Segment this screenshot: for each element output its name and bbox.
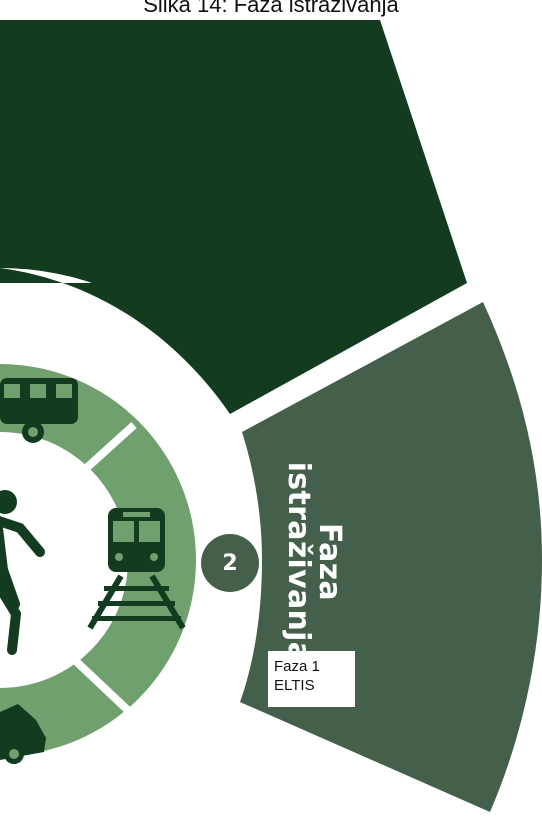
inner-hub — [0, 432, 128, 688]
person-walking-icon — [0, 490, 45, 655]
car-icon — [0, 704, 46, 764]
phase-note-line1: Faza 1 — [274, 658, 320, 675]
figure-caption: Slika 14: Faza istraživanja — [143, 0, 399, 17]
phase-note-box: Faza 1 ELTIS — [268, 651, 355, 707]
step-number-badge: 2 — [201, 534, 259, 592]
bus-icon — [0, 378, 78, 443]
ring-separator-bottom — [59, 645, 137, 719]
train-icon — [87, 508, 186, 630]
research-phase-label-line1: Faza — [312, 523, 348, 601]
research-phase-label-line2: istraživanja — [281, 461, 316, 663]
ring-separator-top — [57, 422, 137, 495]
research-phase-label: Faza istraživanja — [254, 461, 374, 663]
phase-note-line2: ELTIS — [274, 677, 315, 694]
upper-dark-sector — [0, 20, 467, 283]
upper-dark-sector-edge — [0, 268, 467, 414]
